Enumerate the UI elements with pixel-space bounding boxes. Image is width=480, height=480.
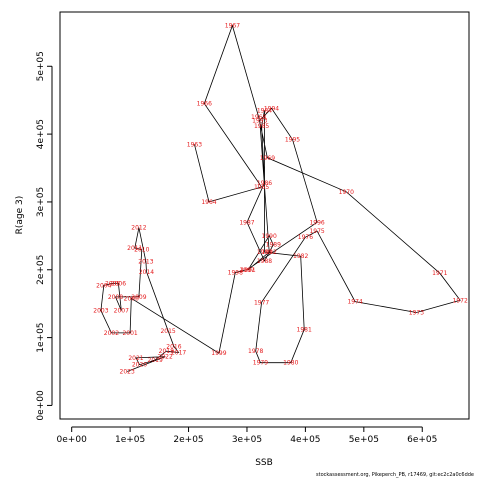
point-label-1984: 1984 xyxy=(257,107,272,114)
y-axis: 0e+00 1e+05 2e+05 3e+05 4e+05 5e+05 xyxy=(36,51,53,421)
point-label-2018: 2018 xyxy=(159,348,174,355)
point-label-1980: 1980 xyxy=(283,360,298,367)
point-label-1987: 1987 xyxy=(239,219,254,226)
point-label-2016: 2016 xyxy=(166,343,181,350)
y-tick-label: 5e+05 xyxy=(36,51,46,81)
y-tick-label: 4e+05 xyxy=(36,119,46,149)
point-label-2009: 2009 xyxy=(131,294,146,301)
point-label-1975: 1975 xyxy=(309,228,324,235)
point-label-1964: 1964 xyxy=(201,199,216,206)
point-label-1976: 1976 xyxy=(298,234,313,241)
x-tick-label: 4e+05 xyxy=(290,435,320,445)
point-label-1994: 1994 xyxy=(264,105,279,112)
point-label-1988: 1988 xyxy=(257,258,272,265)
point-label-1978: 1978 xyxy=(248,348,263,355)
point-label-1999: 1999 xyxy=(211,350,226,357)
plot-frame xyxy=(59,11,470,420)
point-label-1967: 1967 xyxy=(225,23,240,30)
point-label-1971: 1971 xyxy=(432,270,447,277)
point-label-1998: 1998 xyxy=(228,270,243,277)
point-label-2023: 2023 xyxy=(120,369,135,376)
point-label-1973: 1973 xyxy=(409,310,424,317)
point-label-2014: 2014 xyxy=(139,269,154,276)
x-axis: 0e+00 1e+05 2e+05 3e+05 4e+05 5e+05 6e+05 xyxy=(57,426,437,445)
point-label-2017: 2017 xyxy=(171,350,186,357)
y-tick-label: 0e+00 xyxy=(36,390,46,421)
point-label-1986: 1986 xyxy=(257,180,272,187)
series-line xyxy=(100,24,461,372)
plot-lines xyxy=(100,24,461,372)
y-axis-title: R(age 3) xyxy=(15,196,25,235)
point-label-2013: 2013 xyxy=(138,259,153,266)
point-label-1979: 1979 xyxy=(253,360,268,367)
point-label-1989: 1989 xyxy=(266,242,281,249)
plot-labels: 1963 1964 1965 1966 1967 1968 1969 1970 1971 1972… xyxy=(93,23,468,376)
point-label-2005: 2005 xyxy=(105,280,120,287)
point-label-2012: 2012 xyxy=(131,225,146,232)
point-label-1972: 1972 xyxy=(453,297,468,304)
x-tick-label: 5e+05 xyxy=(349,435,379,445)
point-label-2004: 2004 xyxy=(96,282,111,289)
point-label-1993: 1993 xyxy=(252,118,267,125)
point-label-1982: 1982 xyxy=(293,253,308,260)
point-label-1992: 1992 xyxy=(262,249,277,256)
point-label-2021: 2021 xyxy=(128,355,143,362)
point-label-1970: 1970 xyxy=(339,189,354,196)
x-tick-label: 6e+05 xyxy=(407,435,437,445)
point-label-2000: 2000 xyxy=(124,295,139,302)
point-label-2007: 2007 xyxy=(114,308,129,315)
point-label-1965: 1965 xyxy=(254,184,269,191)
point-label-2010: 2010 xyxy=(134,246,149,253)
point-label-2011: 2011 xyxy=(127,245,142,252)
point-label-1966: 1966 xyxy=(197,101,212,108)
point-label-2019: 2019 xyxy=(148,357,163,364)
point-label-2008: 2008 xyxy=(108,294,123,301)
point-label-1995: 1995 xyxy=(285,137,300,144)
point-label-1977: 1977 xyxy=(254,299,269,306)
x-axis-title: SSB xyxy=(255,458,273,468)
point-label-2001: 2001 xyxy=(122,330,137,337)
point-label-1969: 1969 xyxy=(260,155,275,162)
x-tick-label: 1e+05 xyxy=(115,435,145,445)
x-tick-label: 0e+00 xyxy=(57,435,88,445)
point-label-1974: 1974 xyxy=(347,299,362,306)
point-label-1963: 1963 xyxy=(187,141,202,148)
y-tick-label: 2e+05 xyxy=(36,255,46,285)
point-label-1996: 1996 xyxy=(309,219,324,226)
point-label-1983: 1983 xyxy=(257,249,272,256)
y-tick-label: 1e+05 xyxy=(36,322,46,352)
footer-credit: stockassessment.org, Pikeperch_PB, r1746… xyxy=(316,472,474,478)
point-label-1990: 1990 xyxy=(262,233,277,240)
point-label-1968: 1968 xyxy=(251,114,266,121)
point-label-2015: 2015 xyxy=(160,328,175,335)
point-label-2003: 2003 xyxy=(93,308,108,315)
point-label-1991: 1991 xyxy=(240,267,255,274)
x-tick-label: 2e+05 xyxy=(173,435,203,445)
point-label-2006: 2006 xyxy=(111,280,126,287)
point-label-1997: 1997 xyxy=(239,267,254,274)
x-tick-label: 3e+05 xyxy=(232,435,262,445)
y-tick-label: 3e+05 xyxy=(36,187,46,217)
point-label-2020: 2020 xyxy=(132,362,147,369)
point-label-2002: 2002 xyxy=(104,330,119,337)
point-label-1985: 1985 xyxy=(254,123,269,130)
point-label-1981: 1981 xyxy=(297,327,312,334)
point-label-2022: 2022 xyxy=(158,354,173,361)
